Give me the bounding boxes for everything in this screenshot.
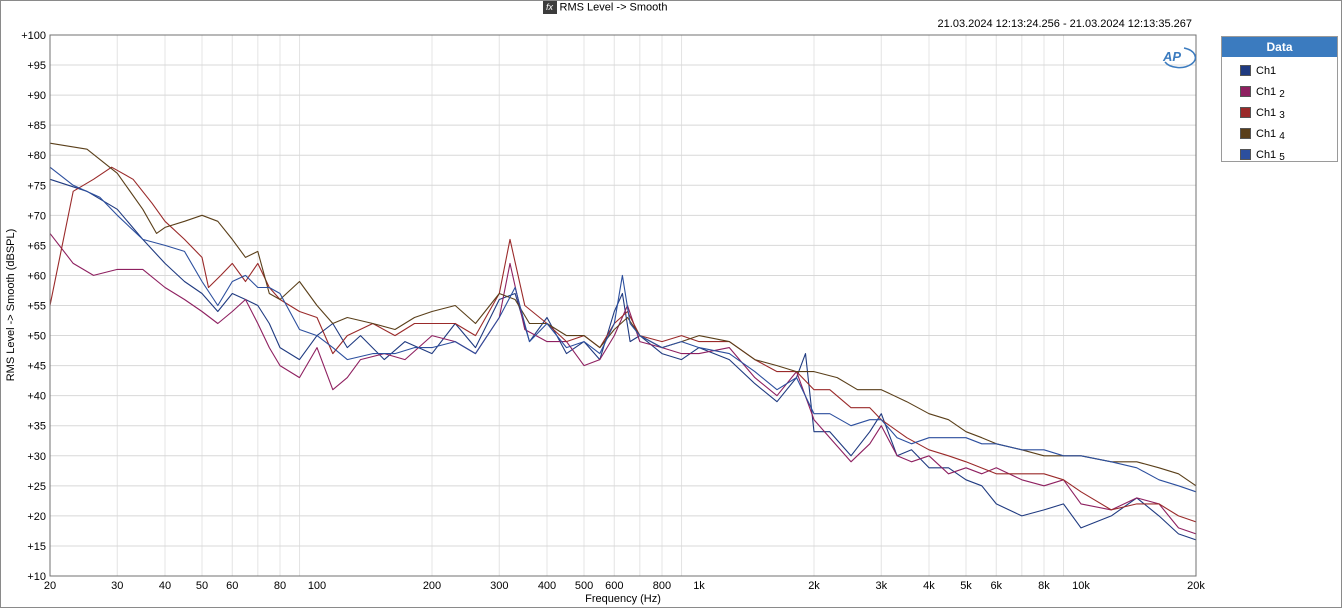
x-tick-label: 40 xyxy=(159,580,171,592)
legend-label: Ch1 xyxy=(1256,106,1277,119)
legend-item[interactable]: Ch1 3 xyxy=(1222,102,1337,123)
y-tick-label: +15 xyxy=(27,541,46,553)
y-tick-label: +100 xyxy=(21,30,46,42)
y-tick-label: +10 xyxy=(27,571,46,583)
series-line-2 xyxy=(49,233,1197,535)
legend-sublabel: 3 xyxy=(1279,110,1285,121)
series-line-4 xyxy=(49,142,1197,487)
x-tick-label: 10k xyxy=(1072,580,1090,592)
legend-label: Ch1 xyxy=(1256,85,1277,98)
x-tick-label: 50 xyxy=(196,580,208,592)
legend-label: Ch1 xyxy=(1256,64,1277,77)
legend-item[interactable]: Ch1 5 xyxy=(1222,144,1337,165)
legend-title: Data xyxy=(1222,37,1337,57)
legend-item[interactable]: Ch1 4 xyxy=(1222,123,1337,144)
legend-swatch xyxy=(1240,86,1251,97)
y-tick-label: +55 xyxy=(27,301,46,313)
series-line-3 xyxy=(49,166,1197,523)
y-tick-label: +90 xyxy=(27,90,46,102)
chart-svg: 20 30 40 50 60 80 100 200 300 400 500 600 800 1k 2k 3k 4… xyxy=(5,30,1205,605)
legend-panel[interactable]: Data Ch1 Ch1 2 Ch1 3 Ch1 4 Ch1 5 xyxy=(1221,36,1338,165)
x-tick-label: 20 xyxy=(44,580,56,592)
fx-icon[interactable]: fx xyxy=(542,1,557,14)
series-line-5 xyxy=(49,166,1197,493)
y-tick-label: +65 xyxy=(27,240,46,252)
legend-sublabel: 4 xyxy=(1279,131,1285,142)
legend-swatch xyxy=(1240,107,1251,118)
legend-sublabel: 2 xyxy=(1279,89,1285,100)
x-tick-label: 80 xyxy=(274,580,286,592)
legend-sublabel: 5 xyxy=(1279,152,1285,163)
x-axis-label: Frequency (Hz) xyxy=(585,593,661,605)
y-axis-label: RMS Level -> Smooth (dBSPL) xyxy=(5,229,17,382)
legend-swatch xyxy=(1240,128,1251,139)
legend-swatch xyxy=(1240,149,1251,160)
y-tick-label: +50 xyxy=(27,331,46,343)
x-tick-label: 2k xyxy=(808,580,820,592)
x-tick-label: 400 xyxy=(538,580,556,592)
chart-title: RMS Level -> Smooth xyxy=(559,1,668,14)
y-tick-label: +45 xyxy=(27,361,46,373)
ap-logo-icon: AP xyxy=(1162,47,1197,69)
x-tick-label: 8k xyxy=(1038,580,1050,592)
y-tick-label: +25 xyxy=(27,481,46,493)
x-tick-label: 500 xyxy=(575,580,593,592)
y-tick-label: +85 xyxy=(27,120,46,132)
y-tick-label: +80 xyxy=(27,150,46,162)
x-tick-label: 800 xyxy=(653,580,671,592)
x-tick-label: 60 xyxy=(226,580,238,592)
legend-swatch xyxy=(1240,65,1251,76)
legend-label: Ch1 xyxy=(1256,148,1277,161)
y-tick-label: +20 xyxy=(27,511,46,523)
y-tick-label: +75 xyxy=(27,180,46,192)
x-tick-label: 600 xyxy=(605,580,623,592)
legend-items: Ch1 Ch1 2 Ch1 3 Ch1 4 Ch1 5 xyxy=(1222,57,1337,165)
chart-title-bar: fx RMS Level -> Smooth xyxy=(0,1,1210,14)
x-tick-label: 30 xyxy=(111,580,123,592)
y-tick-label: +30 xyxy=(27,451,46,463)
x-tick-label: 3k xyxy=(875,580,887,592)
x-tick-label: 20k xyxy=(1187,580,1205,592)
x-tick-labels: 20 30 40 50 60 80 100 200 300 400 500 600 800 1k 2k 3k 4… xyxy=(44,580,1205,592)
legend-label: Ch1 xyxy=(1256,127,1277,140)
y-tick-label: +95 xyxy=(27,60,46,72)
series-lines xyxy=(49,142,1197,541)
y-tick-label: +70 xyxy=(27,210,46,222)
ap-logo-text: AP xyxy=(1162,49,1181,64)
x-tick-label: 1k xyxy=(693,580,705,592)
x-tick-label: 4k xyxy=(923,580,935,592)
x-tick-label: 300 xyxy=(490,580,508,592)
y-tick-label: +40 xyxy=(27,391,46,403)
time-range: 21.03.2024 12:13:24.256 - 21.03.2024 12:… xyxy=(937,18,1192,30)
x-tick-label: 200 xyxy=(423,580,441,592)
x-tick-label: 100 xyxy=(308,580,326,592)
grid xyxy=(50,34,1196,577)
y-tick-label: +60 xyxy=(27,270,46,282)
series-line-1 xyxy=(49,178,1197,541)
legend-item[interactable]: Ch1 xyxy=(1222,60,1337,81)
plot-border xyxy=(49,34,1197,577)
x-tick-label: 6k xyxy=(990,580,1002,592)
y-tick-label: +35 xyxy=(27,421,46,433)
x-tick-label: 5k xyxy=(960,580,972,592)
legend-item[interactable]: Ch1 2 xyxy=(1222,81,1337,102)
y-tick-labels: +10 +15 +20 +25 +30 +35 +40 +45 +50 +55 +60 +65 +70 +… xyxy=(21,30,46,583)
